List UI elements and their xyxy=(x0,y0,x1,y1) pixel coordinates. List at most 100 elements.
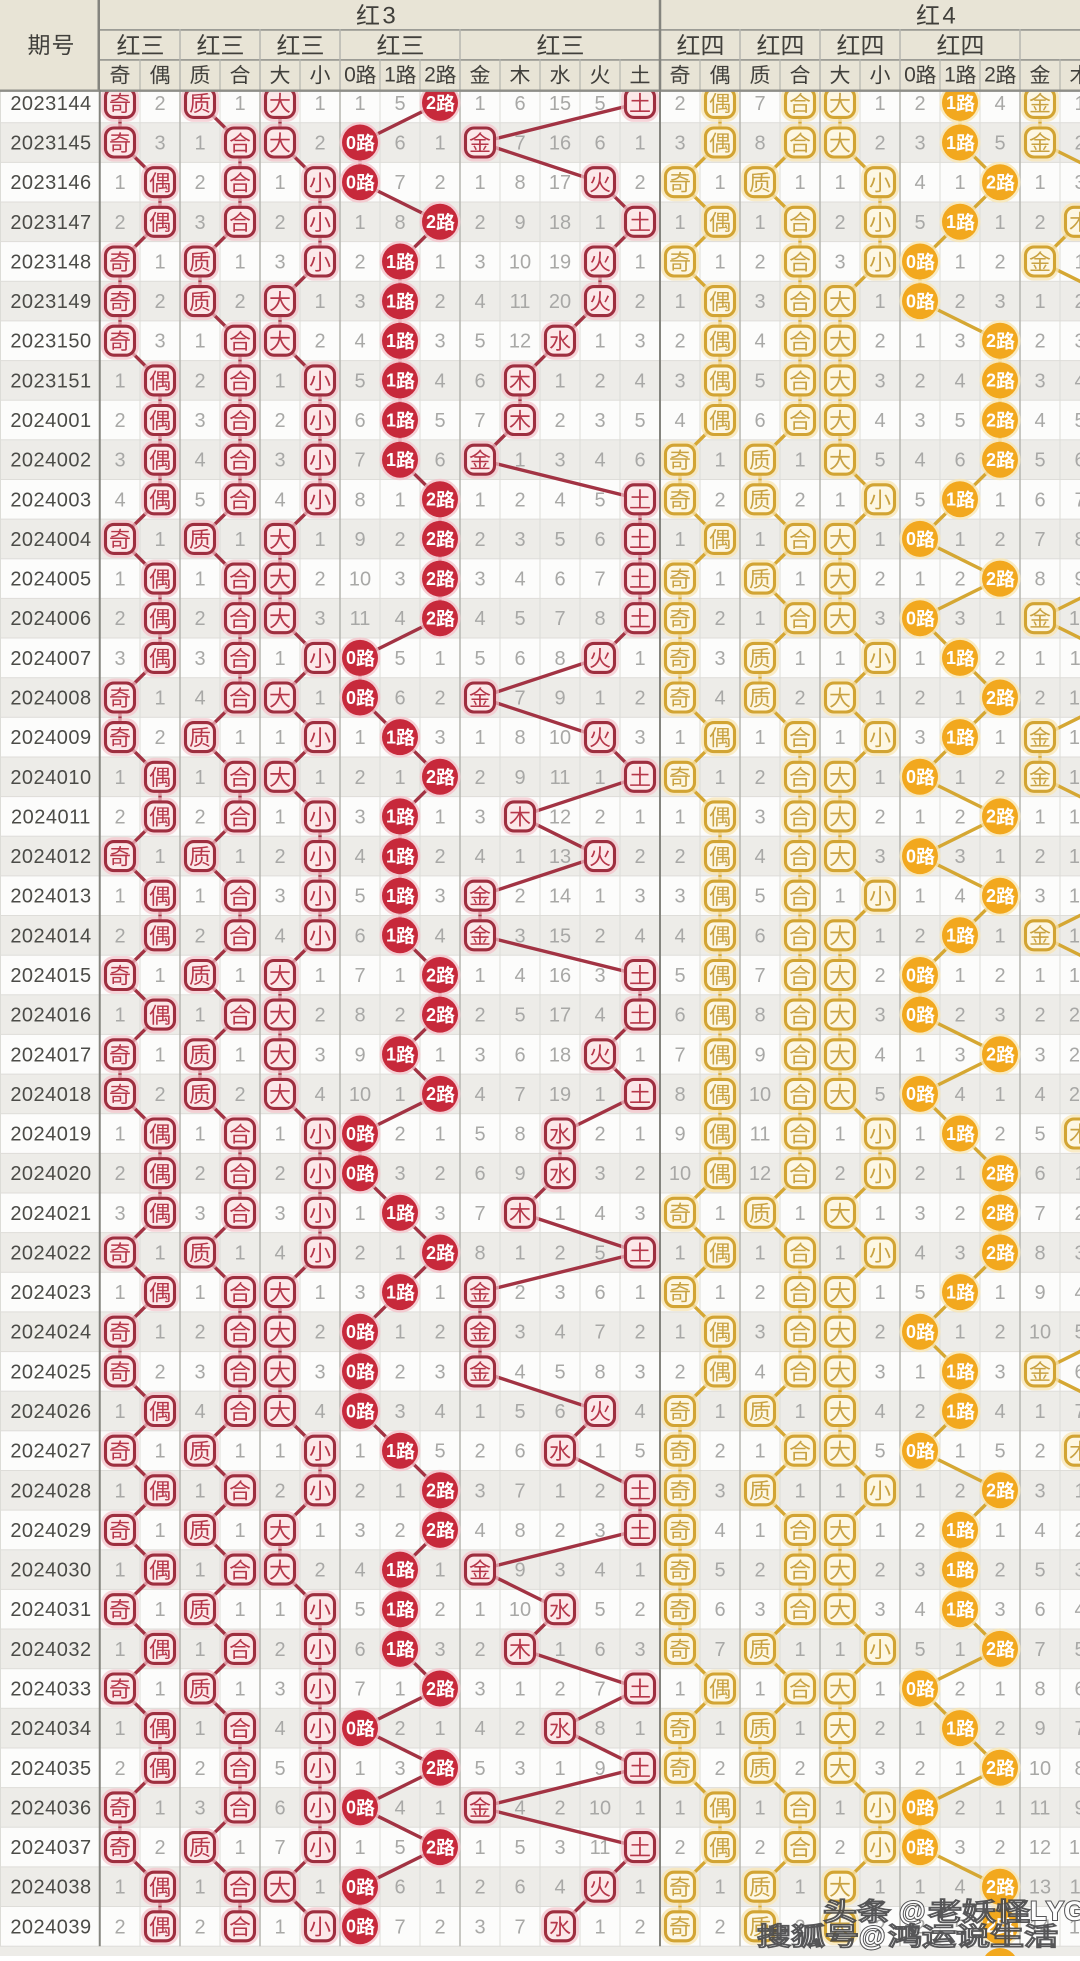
svg-text:1: 1 xyxy=(954,1639,965,1661)
svg-text:1: 1 xyxy=(834,489,845,511)
svg-text:4: 4 xyxy=(594,1005,605,1027)
svg-text:2: 2 xyxy=(1034,846,1045,868)
svg-text:1: 1 xyxy=(834,1797,845,1819)
svg-text:5: 5 xyxy=(514,1005,525,1027)
svg-text:1: 1 xyxy=(154,1520,165,1542)
svg-text:2: 2 xyxy=(914,1163,925,1185)
svg-text:1: 1 xyxy=(474,1837,485,1859)
svg-text:1: 1 xyxy=(714,569,725,591)
svg-text:0: 0 xyxy=(346,1124,356,1144)
svg-text:3: 3 xyxy=(394,1163,405,1185)
svg-text:2: 2 xyxy=(994,1837,1005,1859)
svg-text:9: 9 xyxy=(754,1044,765,1066)
svg-text:2: 2 xyxy=(594,1124,605,1146)
svg-text:6: 6 xyxy=(594,133,605,155)
svg-text:2: 2 xyxy=(434,688,445,710)
svg-text:1: 1 xyxy=(674,1243,685,1265)
svg-text:0: 0 xyxy=(906,965,916,985)
svg-text:2: 2 xyxy=(426,609,436,629)
svg-text:9: 9 xyxy=(514,1560,525,1582)
svg-text:3: 3 xyxy=(634,1639,645,1661)
svg-text:1: 1 xyxy=(954,688,965,710)
svg-text:2024029: 2024029 xyxy=(10,1520,91,1542)
svg-text:4: 4 xyxy=(914,1599,925,1621)
svg-text:2: 2 xyxy=(986,807,996,827)
svg-text:5: 5 xyxy=(434,410,445,432)
svg-text:4: 4 xyxy=(474,291,485,313)
svg-text:2023146: 2023146 xyxy=(10,172,91,194)
svg-text:3: 3 xyxy=(274,886,285,908)
svg-text:2: 2 xyxy=(874,331,885,353)
svg-text:7: 7 xyxy=(1034,529,1045,551)
svg-text:1: 1 xyxy=(234,1679,245,1701)
svg-text:12: 12 xyxy=(1069,688,1080,710)
svg-text:1: 1 xyxy=(114,1718,125,1740)
svg-text:8: 8 xyxy=(354,1005,365,1027)
svg-text:10: 10 xyxy=(549,727,571,749)
svg-text:1: 1 xyxy=(794,1718,805,1740)
svg-text:2: 2 xyxy=(274,1480,285,1502)
svg-text:1: 1 xyxy=(194,1639,205,1661)
svg-text:13: 13 xyxy=(1069,727,1080,749)
svg-text:1: 1 xyxy=(194,331,205,353)
svg-text:1: 1 xyxy=(946,1718,956,1738)
svg-text:1: 1 xyxy=(234,1520,245,1542)
svg-text:9: 9 xyxy=(354,1044,365,1066)
svg-text:1: 1 xyxy=(946,490,956,510)
svg-text:2024008: 2024008 xyxy=(10,688,91,710)
svg-text:4: 4 xyxy=(714,1520,725,1542)
svg-text:5: 5 xyxy=(554,529,565,551)
svg-text:2: 2 xyxy=(794,688,805,710)
svg-text:8: 8 xyxy=(514,1520,525,1542)
svg-text:1: 1 xyxy=(274,172,285,194)
svg-text:4: 4 xyxy=(554,489,565,511)
svg-text:11: 11 xyxy=(1070,648,1080,670)
svg-text:1: 1 xyxy=(386,410,396,430)
svg-text:1: 1 xyxy=(946,727,956,747)
svg-text:5: 5 xyxy=(634,410,645,432)
svg-text:1: 1 xyxy=(474,172,485,194)
svg-text:2: 2 xyxy=(354,767,365,789)
svg-text:2024032: 2024032 xyxy=(10,1639,91,1661)
svg-text:2024022: 2024022 xyxy=(10,1243,91,1265)
svg-text:1: 1 xyxy=(946,1520,956,1540)
svg-text:2024039: 2024039 xyxy=(10,1916,91,1938)
svg-text:1: 1 xyxy=(314,688,325,710)
svg-text:4: 4 xyxy=(554,1322,565,1344)
svg-text:2: 2 xyxy=(634,846,645,868)
svg-text:1: 1 xyxy=(754,1243,765,1265)
svg-text:3: 3 xyxy=(554,1560,565,1582)
svg-text:4: 4 xyxy=(914,172,925,194)
svg-text:6: 6 xyxy=(1034,1599,1045,1621)
svg-text:2: 2 xyxy=(994,1124,1005,1146)
svg-text:3: 3 xyxy=(914,727,925,749)
svg-text:1: 1 xyxy=(154,1679,165,1701)
svg-text:1: 1 xyxy=(386,727,396,747)
svg-text:4: 4 xyxy=(354,331,365,353)
svg-text:1: 1 xyxy=(474,1599,485,1621)
svg-text:1: 1 xyxy=(674,806,685,828)
svg-text:10: 10 xyxy=(1069,1837,1080,1859)
svg-text:13: 13 xyxy=(549,846,571,868)
svg-text:2: 2 xyxy=(714,489,725,511)
svg-text:1: 1 xyxy=(474,727,485,749)
svg-text:3: 3 xyxy=(874,1599,885,1621)
svg-text:8: 8 xyxy=(594,1718,605,1740)
svg-text:0: 0 xyxy=(906,767,916,787)
svg-text:3: 3 xyxy=(634,886,645,908)
svg-text:2: 2 xyxy=(834,1163,845,1185)
svg-text:1: 1 xyxy=(386,1282,396,1302)
svg-text:1: 1 xyxy=(314,1520,325,1542)
svg-text:6: 6 xyxy=(1034,489,1045,511)
svg-text:10: 10 xyxy=(589,1797,611,1819)
svg-text:16: 16 xyxy=(549,965,571,987)
svg-text:3: 3 xyxy=(1034,370,1045,392)
svg-text:1: 1 xyxy=(994,212,1005,234)
svg-text:2: 2 xyxy=(234,291,245,313)
svg-text:0: 0 xyxy=(346,1401,356,1421)
svg-text:1: 1 xyxy=(386,926,396,946)
svg-text:3: 3 xyxy=(874,846,885,868)
svg-text:15: 15 xyxy=(549,925,571,947)
svg-text:1: 1 xyxy=(794,648,805,670)
svg-text:1: 1 xyxy=(386,1639,396,1659)
